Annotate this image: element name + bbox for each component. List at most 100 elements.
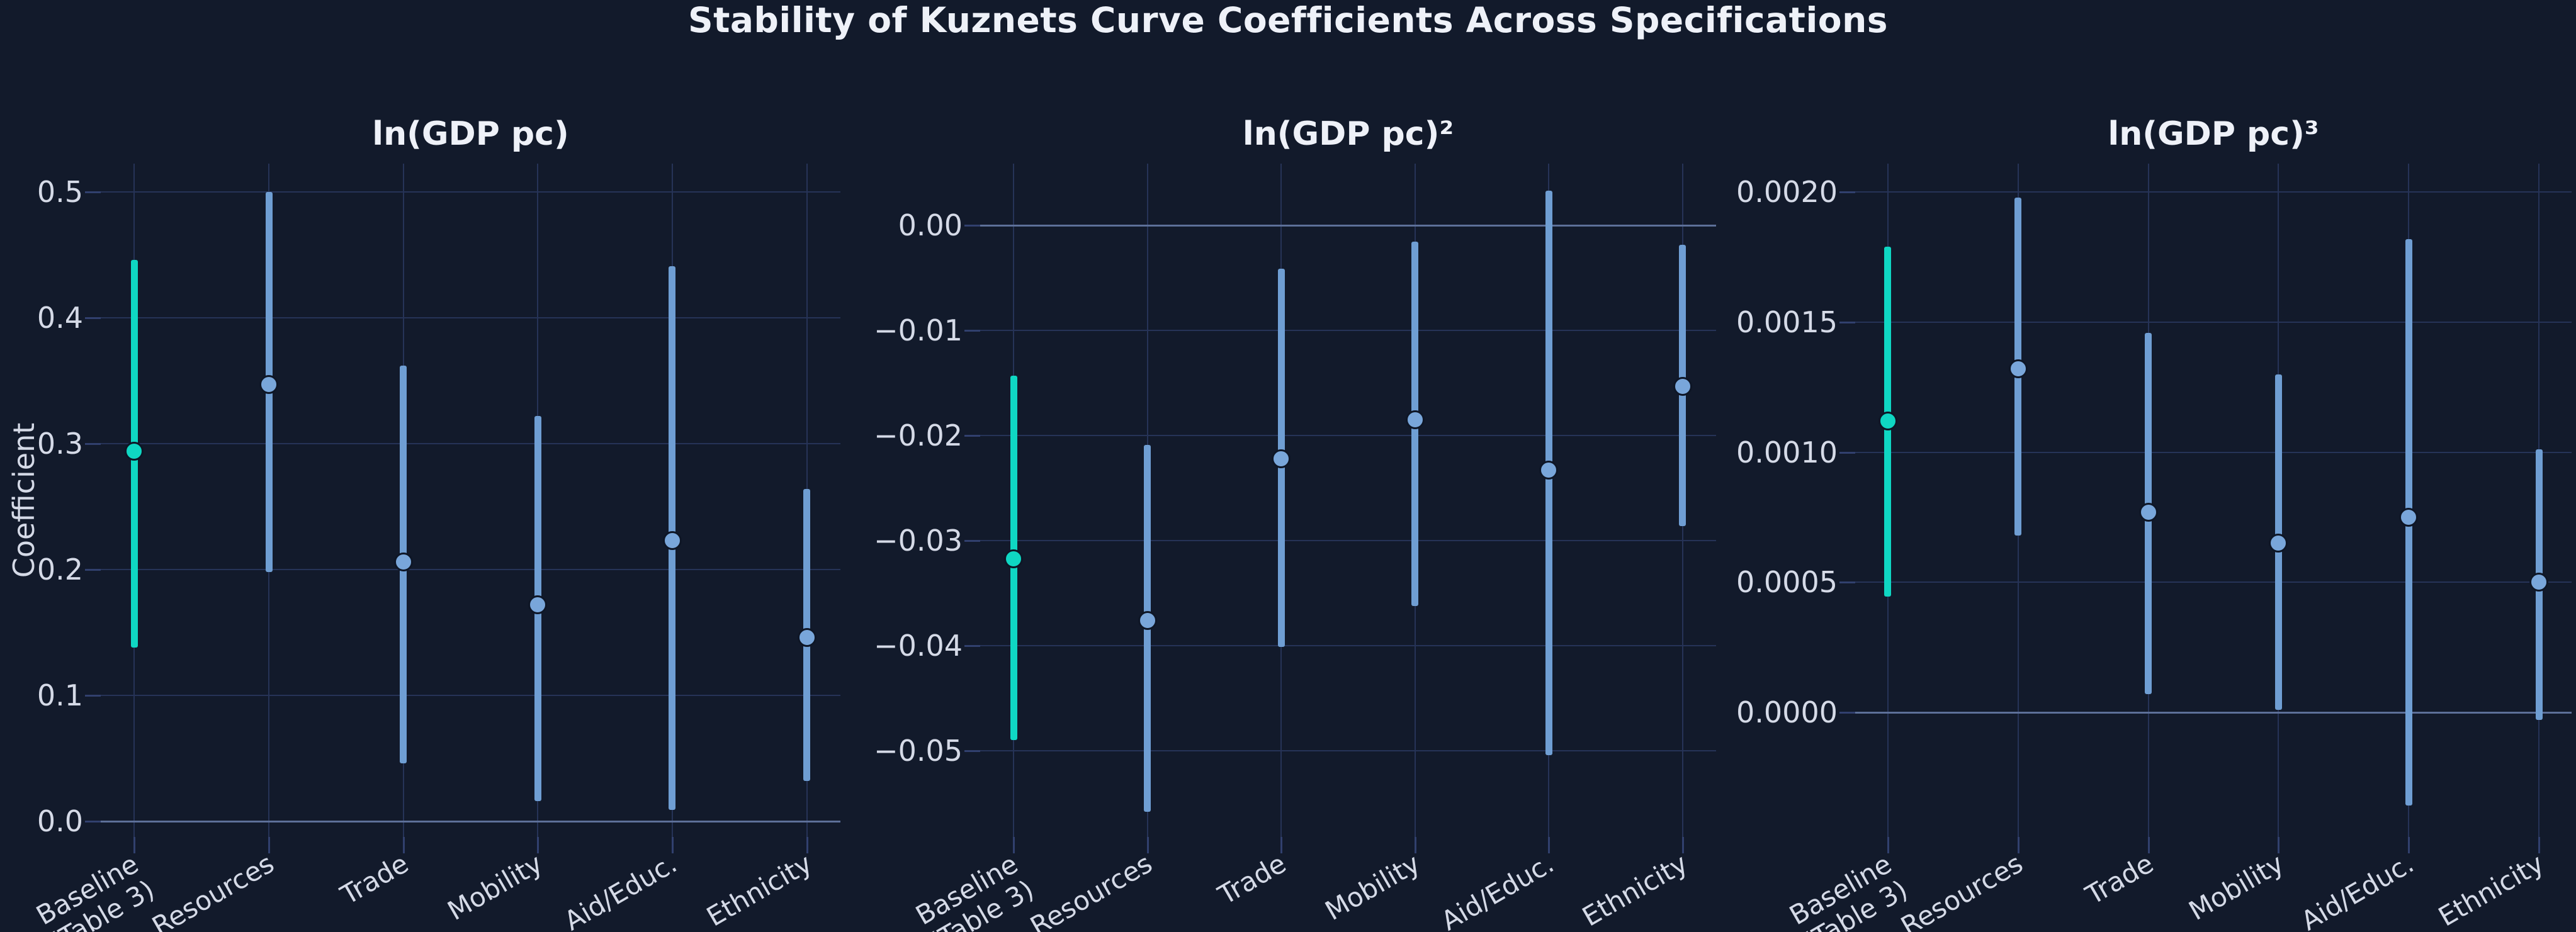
point-estimate xyxy=(1272,449,1291,469)
subplot-title: ln(GDP pc)² xyxy=(1242,115,1454,153)
x-tick-mark xyxy=(1887,837,1889,853)
y-tick-mark xyxy=(85,695,101,697)
gridline-horizontal xyxy=(101,695,840,696)
x-tick-mark xyxy=(1414,837,1416,853)
y-tick-mark xyxy=(964,645,980,648)
subplot-title: ln(GDP pc)³ xyxy=(2108,115,2319,153)
point-estimate xyxy=(125,442,144,461)
y-tick-label: −0.02 xyxy=(874,418,963,453)
point-estimate xyxy=(2138,502,2158,522)
y-tick-mark xyxy=(964,330,980,332)
x-tick-label: Baseline (Table 3) xyxy=(1784,848,1913,932)
y-tick-label: −0.03 xyxy=(874,524,963,558)
x-tick-mark xyxy=(2408,837,2410,853)
x-tick-mark xyxy=(2538,837,2541,853)
y-tick-mark xyxy=(1839,581,1855,584)
x-tick-mark xyxy=(2278,837,2280,853)
y-tick-mark xyxy=(1839,711,1855,714)
y-tick-mark xyxy=(964,750,980,753)
y-tick-mark xyxy=(1839,322,1855,323)
x-tick-mark xyxy=(1681,837,1684,853)
x-tick-mark xyxy=(806,837,808,853)
point-estimate xyxy=(1539,461,1559,480)
point-estimate xyxy=(797,628,816,647)
y-tick-label: 0.2 xyxy=(37,553,83,587)
y-tick-mark xyxy=(85,443,101,445)
gridline-horizontal xyxy=(980,750,1716,752)
x-tick-mark xyxy=(268,837,271,853)
gridline-horizontal xyxy=(101,191,840,193)
x-tick-mark xyxy=(1013,837,1015,853)
y-tick-label: 0.0015 xyxy=(1736,305,1838,339)
point-estimate xyxy=(1138,611,1157,631)
point-estimate xyxy=(1878,411,1897,430)
point-estimate xyxy=(662,531,682,550)
y-tick-label: 0.0005 xyxy=(1736,565,1838,600)
y-tick-mark xyxy=(964,540,980,542)
zero-reference-line xyxy=(1855,711,2572,714)
point-estimate xyxy=(2399,507,2419,527)
x-tick-mark xyxy=(671,837,674,853)
x-tick-label: Aid/Educ. xyxy=(2295,848,2419,932)
gridline-horizontal xyxy=(101,317,840,318)
y-tick-label: 0.4 xyxy=(37,301,83,335)
x-tick-mark xyxy=(133,837,136,853)
point-estimate xyxy=(259,375,279,394)
gridline-horizontal xyxy=(101,443,840,444)
y-tick-mark xyxy=(85,821,101,823)
x-tick-mark xyxy=(402,837,405,853)
point-estimate xyxy=(1673,376,1692,396)
point-estimate xyxy=(528,595,548,614)
zero-reference-line xyxy=(101,821,840,823)
point-estimate xyxy=(1405,410,1425,430)
y-tick-mark xyxy=(1839,191,1855,194)
subplot-title: ln(GDP pc) xyxy=(372,115,569,153)
y-tick-label: −0.01 xyxy=(874,313,963,348)
y-tick-label: 0.00 xyxy=(898,208,963,243)
y-tick-mark xyxy=(964,435,980,437)
point-estimate xyxy=(2529,573,2549,592)
x-tick-label: Trade xyxy=(2080,848,2159,911)
gridline-horizontal xyxy=(980,435,1716,437)
gridline-horizontal xyxy=(980,540,1716,542)
point-estimate xyxy=(393,553,413,571)
point-estimate xyxy=(1004,549,1024,568)
x-tick-mark xyxy=(1548,837,1551,853)
y-tick-label: −0.04 xyxy=(874,629,963,663)
gridline-horizontal xyxy=(1855,581,2572,583)
x-tick-mark xyxy=(2147,837,2150,853)
y-tick-label: 0.0010 xyxy=(1736,435,1838,469)
y-tick-mark xyxy=(85,191,101,193)
x-tick-mark xyxy=(537,837,539,853)
y-tick-mark xyxy=(85,317,101,319)
y-tick-mark xyxy=(1839,451,1855,454)
y-tick-label: 0.0000 xyxy=(1736,695,1838,729)
y-tick-mark xyxy=(85,569,101,571)
y-tick-label: −0.05 xyxy=(874,734,963,768)
zero-reference-line xyxy=(980,225,1716,227)
y-tick-mark xyxy=(964,225,980,227)
figure-title: Stability of Kuznets Curve Coefficients … xyxy=(687,0,1888,40)
gridline-horizontal xyxy=(980,330,1716,332)
gridline-horizontal xyxy=(1855,191,2572,193)
x-tick-label: Mobility xyxy=(2183,848,2289,927)
x-tick-mark xyxy=(2017,837,2020,853)
gridline-horizontal xyxy=(980,645,1716,647)
x-tick-label: Resources xyxy=(1895,848,2028,932)
point-estimate xyxy=(2008,359,2028,379)
x-tick-mark xyxy=(1280,837,1283,853)
y-tick-label: 0.3 xyxy=(37,427,83,461)
gridline-horizontal xyxy=(1855,451,2572,453)
x-tick-label: Ethnicity xyxy=(2433,848,2550,932)
x-tick-mark xyxy=(1146,837,1149,853)
gridline-horizontal xyxy=(1855,322,2572,323)
y-tick-label: 0.0020 xyxy=(1736,175,1838,210)
gridline-horizontal xyxy=(101,569,840,570)
y-tick-label: 0.1 xyxy=(37,678,83,712)
